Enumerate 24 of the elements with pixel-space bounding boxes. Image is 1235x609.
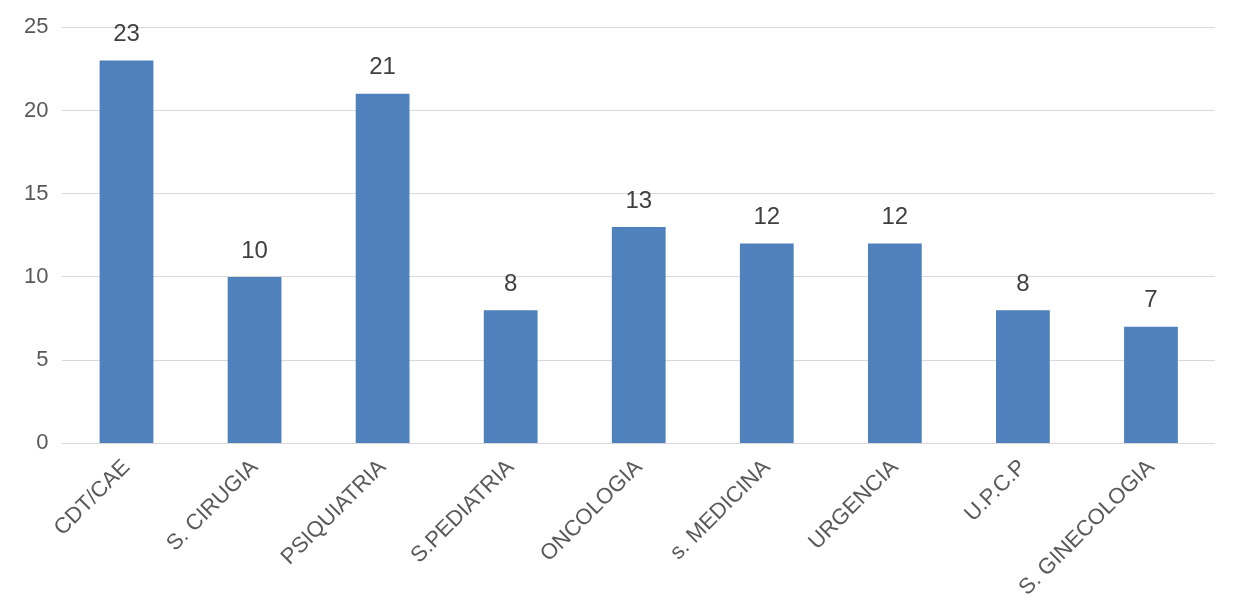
bar [355,93,410,443]
data-label: 8 [1016,268,1030,296]
data-label: 23 [113,19,140,47]
y-tick-label: 25 [23,13,49,39]
data-label: 7 [1144,285,1158,313]
data-label: 10 [241,235,268,263]
bar [611,226,666,443]
y-tick-label: 0 [36,429,49,455]
bar [483,310,538,443]
data-label: 21 [369,52,396,80]
data-label: 12 [881,202,909,230]
data-label: 12 [753,202,781,230]
y-tick-label: 15 [23,179,49,205]
y-tick-label: 10 [23,262,49,288]
bar [867,243,922,443]
data-label: 13 [625,185,653,213]
y-tick-label: 5 [36,346,49,372]
bar [996,310,1050,443]
data-label: 8 [504,268,518,296]
bar [99,60,154,443]
bar [739,243,794,443]
y-tick-label: 20 [23,96,49,122]
bar [227,276,282,443]
bar [1124,326,1178,443]
